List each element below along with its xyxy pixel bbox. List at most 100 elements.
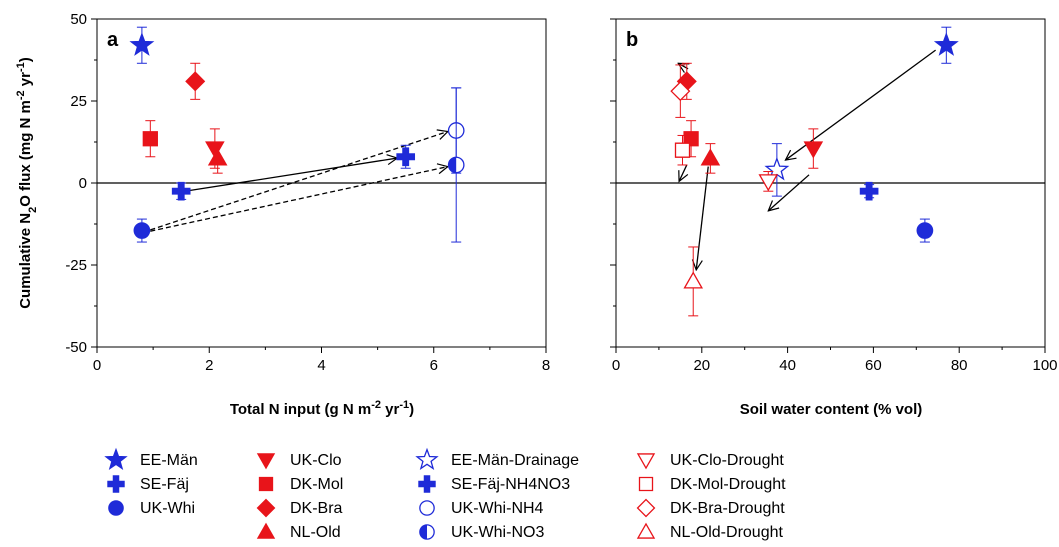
y-tick-label: 50 [70,11,87,28]
legend-item-ee-man: EE-Män [104,447,198,470]
arrow-a-2 [150,132,447,231]
legend-marker-uk-whi-nh4 [419,500,435,516]
legend-marker-uk-clo-drought [636,453,656,470]
panel-a-points [129,26,465,243]
legend-marker-uk-whi [108,500,124,516]
y-tick-label: -25 [65,257,87,274]
legend-label: DK-Bra-Drought [670,500,785,517]
legend-marker-se-faj [107,475,125,493]
panel-a-x-axis-title: Total N input (g N m-2 yr-1) [230,399,414,418]
legend-marker-se-faj-nh4no3 [418,475,436,493]
point-se-faj-nh4no3 [396,147,416,167]
x-tick-label: 80 [951,357,968,374]
x-tick-label: 6 [430,357,438,374]
y-tick-label: -50 [65,339,87,356]
legend-marker-nl-old [256,522,276,539]
point-uk-whi [916,222,934,239]
arrow-b-3 [768,174,810,211]
x-tick-label: 0 [93,357,101,374]
x-tick-label: 2 [205,357,213,374]
y-axis-title: Cumulative N2O flux (mg N m-2 yr-1) [15,57,39,309]
point-uk-clo-drought [758,174,779,192]
point-uk-clo [803,141,824,159]
point-nl-old-drought [683,271,704,289]
legend-label: DK-Mol [290,476,343,493]
panel-a-ticks: 0 2 4 6 8 -50 -25 0 25 50 [65,11,550,374]
point-dk-mol-drought [674,142,691,158]
legend-label: DK-Bra [290,500,343,517]
point-dk-mol [683,131,699,147]
arrow-b-5 [679,164,687,181]
legend-item-uk-whi: UK-Whi [108,500,195,517]
legend-marker-dk-bra [256,498,276,518]
x-tick-label: 100 [1032,357,1057,374]
legend-item-uk-clo-drought: UK-Clo-Drought [636,452,784,470]
panel-b-x-axis-title: Soil water content (% vol) [740,401,923,418]
legend-label: UK-Whi-NH4 [451,500,544,517]
legend-label: UK-Whi [140,500,195,517]
legend-label: UK-Clo-Drought [670,452,784,469]
legend-item-se-faj: SE-Fäj [107,475,189,493]
y-tick-label: 25 [70,93,87,110]
point-se-faj [859,181,879,201]
panel-b-points [670,26,959,317]
legend-label: NL-Old-Drought [670,524,783,541]
legend-item-ee-man-drainage: EE-Män-Drainage [415,447,579,470]
panel-a-label: a [107,29,119,51]
x-tick-label: 8 [542,357,550,374]
legend-item-se-faj-nh4no3: SE-Fäj-NH4NO3 [418,475,570,493]
point-nl-old [700,148,721,166]
point-dk-bra [185,71,206,92]
legend-item-uk-whi-nh4: UK-Whi-NH4 [419,500,544,517]
legend-label: NL-Old [290,524,341,541]
legend-label: UK-Whi-NO3 [451,524,544,541]
legend-marker-nl-old-drought [636,522,656,539]
legend-item-uk-whi-no3: UK-Whi-NO3 [419,524,544,541]
point-uk-whi [133,222,151,239]
legend-item-dk-bra-drought: DK-Bra-Drought [636,498,785,518]
legend-item-uk-clo: UK-Clo [256,452,342,470]
arrow-a-3 [150,167,447,232]
legend-marker-ee-man [104,447,128,470]
legend-item-dk-bra: DK-Bra [256,498,343,518]
legend-item-nl-old: NL-Old [256,522,341,541]
legend-marker-dk-mol [258,476,274,492]
arrow-b-2 [696,166,709,270]
legend-label: UK-Clo [290,452,342,469]
legend-item-dk-mol: DK-Mol [258,476,343,493]
x-tick-label: 60 [865,357,882,374]
y-tick-label: 0 [79,175,87,192]
legend-label: DK-Mol-Drought [670,476,786,493]
legend-marker-dk-mol-drought [638,476,654,492]
legend-item-nl-old-drought: NL-Old-Drought [636,522,783,541]
point-uk-clo [205,141,225,159]
arrow-a-1 [189,158,398,192]
point-se-faj [171,181,191,201]
panel-b-plot: 0 20 40 60 80 100 b [610,18,1058,374]
panel-a-plot: 0 2 4 6 8 -50 -25 0 25 50 a [65,11,550,374]
legend-label: SE-Fäj-NH4NO3 [451,476,570,493]
legend-item-dk-mol-drought: DK-Mol-Drought [638,476,786,493]
point-dk-mol [142,131,158,147]
panel-a-arrows [150,132,447,232]
point-ee-man [933,32,959,56]
panel-b-label: b [626,29,638,51]
x-tick-label: 40 [779,357,796,374]
x-tick-label: 20 [693,357,710,374]
point-dk-bra-drought [670,81,691,102]
legend-label: EE-Män [140,452,198,469]
point-nl-old [207,148,228,166]
x-tick-label: 4 [317,357,325,374]
legend-marker-dk-bra-drought [636,498,656,518]
legend-label: EE-Män-Drainage [451,452,579,469]
legend-marker-uk-whi-no3 [419,524,435,540]
panel-b-ticks: 0 20 40 60 80 100 [610,18,1058,374]
legend-label: SE-Fäj [140,476,189,493]
legend-marker-uk-clo [256,453,276,470]
point-uk-whi-no3 [447,156,465,174]
x-tick-label: 0 [612,357,620,374]
point-ee-man [129,32,155,56]
legend: EE-Män SE-Fäj UK-Whi UK-Clo DK-Mol DK-Bra NL-O… [104,447,786,541]
legend-marker-ee-man-drainage [415,447,439,470]
